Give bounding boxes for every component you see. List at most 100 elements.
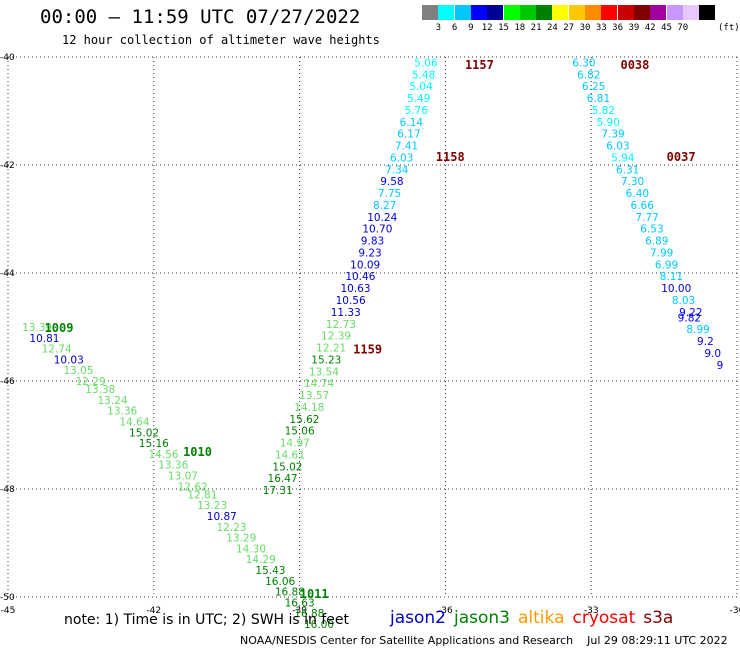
wave-height-value: 9.2 <box>697 336 714 348</box>
wave-height-value: 5.06 <box>414 57 438 69</box>
wave-height-value: 16.00 <box>304 619 334 631</box>
color-swatch-label: 24 <box>546 23 558 33</box>
wave-height-value: 14.18 <box>294 402 324 414</box>
wave-height-value: 5.90 <box>597 117 620 129</box>
color-swatch-label: 30 <box>579 23 591 33</box>
wave-height-value: 6.03 <box>390 152 413 164</box>
wave-height-value: 13.23 <box>197 500 227 512</box>
wave-height-value: 14.61 <box>275 449 305 461</box>
wave-height-value: 11.33 <box>331 307 361 319</box>
color-swatch <box>487 5 504 20</box>
wave-height-value: 9 <box>717 360 724 372</box>
wave-height-value: 6.66 <box>631 200 655 212</box>
color-swatch <box>633 5 650 20</box>
wave-height-value: 9.82 <box>678 312 701 324</box>
lon-tick-label: -39 <box>292 606 307 616</box>
wave-height-value: 15.62 <box>289 414 319 426</box>
wave-height-value: 7.30 <box>621 176 644 188</box>
wave-height-value: 9.0 <box>704 348 721 360</box>
color-swatch-label: 15 <box>498 23 509 33</box>
wave-height-value: 15.23 <box>311 354 341 366</box>
color-swatch-label: 21 <box>530 23 542 33</box>
wave-height-value: 8.99 <box>686 324 709 336</box>
wave-height-value: 5.48 <box>412 69 435 81</box>
color-swatch-label: 33 <box>595 23 607 33</box>
color-swatch <box>666 5 683 20</box>
color-swatch <box>568 5 585 20</box>
legend-item-jason2: jason2 <box>390 608 446 628</box>
color-swatch <box>699 5 716 20</box>
wave-height-value: 13.38 <box>85 384 115 396</box>
wave-height-value: 15.02 <box>272 461 302 473</box>
color-swatch-label: 39 <box>628 23 640 33</box>
wave-height-value: 13.54 <box>309 366 339 378</box>
wave-height-value: 12.73 <box>326 319 356 331</box>
lat-tick-label: -50 <box>0 593 15 603</box>
wave-height-value: 16.47 <box>268 473 298 485</box>
wave-height-value: 5.82 <box>592 105 615 117</box>
wave-height-value: 14.74 <box>304 378 334 390</box>
wave-height-value: 14.64 <box>119 417 149 429</box>
wave-height-value: 12.81 <box>187 489 217 501</box>
wave-height-value: 5.49 <box>407 93 430 105</box>
color-swatch <box>552 5 569 20</box>
wave-height-value: 5.94 <box>611 152 635 164</box>
lat-tick-label: -42 <box>0 161 15 171</box>
color-swatch-label: 12 <box>481 23 493 33</box>
wave-height-value: 12.39 <box>321 331 351 343</box>
color-swatch-label: 45 <box>661 23 672 33</box>
wave-height-value: 12.21 <box>316 343 346 355</box>
wave-height-value: 7.41 <box>395 141 418 153</box>
footer-note: note: 1) Time is in UTC; 2) SWH is in fe… <box>64 612 350 628</box>
wave-height-value: 10.56 <box>336 295 366 307</box>
wave-height-value: 6.99 <box>655 259 678 271</box>
color-swatch-label: 70 <box>677 23 689 33</box>
wave-height-value: 13.29 <box>226 533 256 545</box>
wave-height-value: 10.00 <box>661 283 691 295</box>
wave-height-value: 12.29 <box>76 376 106 388</box>
color-swatch <box>438 5 455 20</box>
wave-height-value: 5.04 <box>409 81 433 93</box>
wave-height-value: 10.09 <box>350 259 380 271</box>
wave-height-value: 12.62 <box>178 481 208 493</box>
wave-height-value: 15.43 <box>255 565 285 577</box>
wave-height-value: 13.24 <box>97 395 127 407</box>
color-swatch <box>503 5 520 20</box>
wave-height-value: 16.06 <box>265 576 295 588</box>
wave-height-value: 15.06 <box>285 426 315 438</box>
wave-height-value: 10.81 <box>29 333 59 345</box>
track-time-label: 0037 <box>667 150 696 164</box>
wave-height-value: 8.03 <box>672 295 695 307</box>
wave-height-value: 16.88 <box>294 608 324 620</box>
wave-height-value: 15.02 <box>129 427 159 439</box>
color-swatch <box>650 5 667 20</box>
wave-height-value: 10.63 <box>340 283 370 295</box>
wave-height-value: 6.14 <box>400 117 424 129</box>
wave-height-value: 6.81 <box>587 93 610 105</box>
color-swatch-label: 18 <box>514 23 526 33</box>
color-swatch <box>422 5 438 20</box>
wave-height-value: 14.30 <box>236 543 266 555</box>
color-swatch-label: 6 <box>451 23 458 33</box>
wave-height-value: 13.57 <box>299 390 329 402</box>
track-time-label: 1010 <box>183 445 212 459</box>
wave-height-value: 10.70 <box>362 224 392 236</box>
legend-item-altika: altika <box>518 608 565 628</box>
wave-height-value: 10.03 <box>54 354 84 366</box>
wave-height-value: 7.39 <box>601 129 624 141</box>
color-swatch-label: 42 <box>644 23 656 33</box>
satellite-legend: jason2 jason3 altika cryosat s3a <box>390 608 681 628</box>
color-swatch <box>519 5 536 20</box>
track-time-label: 0038 <box>620 58 649 72</box>
wave-height-value: 15.16 <box>139 438 169 450</box>
lon-tick-label: -30 <box>730 606 740 616</box>
color-swatch-label: 27 <box>563 23 575 33</box>
wave-height-value: 10.46 <box>345 271 375 283</box>
page-title: 00:00 – 11:59 UTC 07/27/2022 <box>40 6 361 28</box>
wave-height-value: 17.31 <box>263 485 293 497</box>
wave-height-value: 9.83 <box>361 236 384 248</box>
wave-height-value: 6.89 <box>645 236 668 248</box>
wave-height-value: 9.58 <box>380 176 403 188</box>
lat-tick-label: -46 <box>0 377 15 387</box>
wave-height-value: 7.75 <box>378 188 401 200</box>
